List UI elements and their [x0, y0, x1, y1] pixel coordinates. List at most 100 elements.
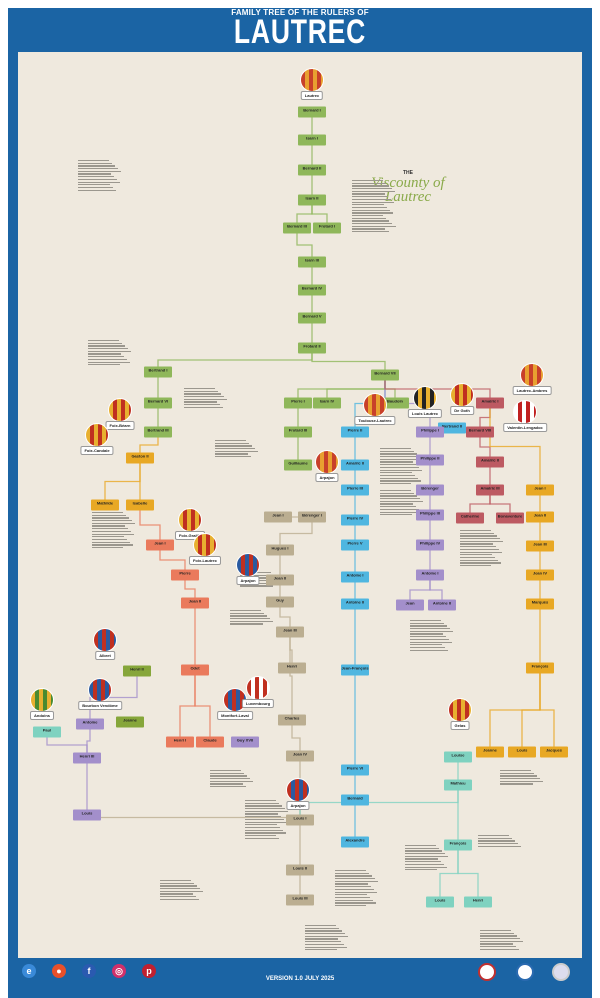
person-node[interactable]: Jean I	[526, 484, 554, 496]
person-node[interactable]: Amalric II	[476, 456, 504, 468]
person-node[interactable]: Jean I	[146, 539, 174, 551]
person-node[interactable]: Jacques	[540, 746, 568, 758]
person-node[interactable]: Jean	[396, 599, 424, 611]
person-node[interactable]: Alexandre	[341, 836, 369, 848]
text-line	[478, 840, 515, 842]
person-node[interactable]: François	[444, 839, 472, 851]
person-node[interactable]: Louis I	[286, 814, 314, 826]
person-node[interactable]: Frotard II	[298, 342, 326, 354]
person-node[interactable]: Antoine I	[341, 571, 369, 583]
person-node[interactable]: Bernard IV	[298, 284, 326, 296]
person-node[interactable]: Claude	[196, 736, 224, 748]
person-node[interactable]: Jean II	[181, 597, 209, 609]
person-node[interactable]: Isabelle	[126, 499, 154, 511]
person-node[interactable]: Pierre VI	[341, 764, 369, 776]
person-node[interactable]: Pierre V	[341, 539, 369, 551]
person-node[interactable]: Jean-François	[341, 664, 369, 676]
person-node[interactable]: Louis	[508, 746, 536, 758]
person-node[interactable]: Isarn III	[298, 256, 326, 268]
website-icon[interactable]: e	[22, 964, 36, 978]
reddit-icon[interactable]: ●	[52, 964, 66, 978]
person-node[interactable]: Baudoin	[381, 397, 409, 409]
person-node[interactable]: Louis	[426, 896, 454, 908]
person-node[interactable]: Henri	[464, 896, 492, 908]
person-node[interactable]: Frotard III	[284, 426, 312, 438]
person-node[interactable]: François	[526, 662, 554, 674]
person-node[interactable]: Louis	[73, 809, 101, 821]
person-node[interactable]: Henri II	[123, 665, 151, 677]
person-node[interactable]: Charles	[278, 714, 306, 726]
person-node[interactable]: Mathieu	[444, 779, 472, 791]
person-node[interactable]: Frotard I	[313, 222, 341, 234]
instagram-icon[interactable]: ◎	[112, 964, 126, 978]
person-node[interactable]: Jean II	[526, 511, 554, 523]
text-line	[160, 882, 194, 884]
person-node[interactable]: Isarn I	[298, 134, 326, 146]
person-node[interactable]: Pierre III	[341, 484, 369, 496]
person-node[interactable]: Louise	[444, 751, 472, 763]
person-node[interactable]: Jean III	[526, 540, 554, 552]
person-node[interactable]: Jean III	[276, 626, 304, 638]
person-node[interactable]: Isarn II	[298, 194, 326, 206]
person-node[interactable]: Bertrand II	[438, 422, 466, 434]
person-node[interactable]: Louis II	[286, 864, 314, 876]
person-node[interactable]: Pierre IV	[341, 514, 369, 526]
person-node[interactable]: Antoine I	[416, 569, 444, 581]
person-node[interactable]: Bernard I	[298, 106, 326, 118]
person-node[interactable]: Philippe IV	[416, 539, 444, 551]
person-node[interactable]: Guillaume	[284, 459, 312, 471]
person-node[interactable]: Pierre	[171, 569, 199, 581]
facebook-icon[interactable]: f	[82, 964, 96, 978]
person-node[interactable]: Isarn IV	[313, 397, 341, 409]
person-node[interactable]: Amalric III	[476, 484, 504, 496]
person-node[interactable]: Bonaventure	[496, 512, 524, 524]
person-node[interactable]: Jean IV	[286, 750, 314, 762]
person-node[interactable]: Marquès	[526, 598, 554, 610]
text-line	[240, 580, 281, 582]
text-line	[405, 869, 438, 871]
person-node[interactable]: Guy	[266, 596, 294, 608]
person-node[interactable]: Bernard II	[298, 164, 326, 176]
person-node[interactable]: Jean I	[264, 511, 292, 523]
person-node[interactable]: Jean IV	[526, 569, 554, 581]
person-node[interactable]: Bertrand III	[144, 426, 172, 438]
chart-badge-icon[interactable]	[516, 963, 534, 981]
person-node[interactable]: Amalric I	[476, 397, 504, 409]
person-node[interactable]: Philippe I	[416, 426, 444, 438]
person-node[interactable]: Bérenger	[416, 484, 444, 496]
person-node[interactable]: Bertrand I	[144, 366, 172, 378]
pinterest-icon[interactable]: p	[142, 964, 156, 978]
person-node[interactable]: Jean II	[266, 574, 294, 586]
person-node[interactable]: Bernard III	[283, 222, 311, 234]
person-node[interactable]: Catherine	[456, 512, 484, 524]
person-node[interactable]: Henri I	[166, 736, 194, 748]
text-line	[92, 525, 125, 527]
person-node[interactable]: Bernard VII	[371, 369, 399, 381]
globe-badge-icon[interactable]	[552, 963, 570, 981]
person-node[interactable]: Hugues I	[266, 544, 294, 556]
person-node[interactable]: Guy XVII	[231, 736, 259, 748]
person-node[interactable]: Jeanne	[116, 716, 144, 728]
person-node[interactable]: Bernard VI	[144, 397, 172, 409]
person-node[interactable]: Bérenger I	[298, 511, 326, 523]
person-node[interactable]: Henri	[278, 662, 306, 674]
person-node[interactable]: Bernard V	[298, 312, 326, 324]
person-node[interactable]: Amalric II	[341, 459, 369, 471]
person-node[interactable]: Bernard	[341, 794, 369, 806]
person-node[interactable]: Pierre I	[284, 397, 312, 409]
person-node[interactable]: Gaston II	[126, 452, 154, 464]
person-node[interactable]: Antoine	[76, 718, 104, 730]
person-node[interactable]: Odet	[181, 664, 209, 676]
person-node[interactable]: Antoine II	[428, 599, 456, 611]
person-node[interactable]: Louis III	[286, 894, 314, 906]
person-node[interactable]: Bernard VIII	[466, 426, 494, 438]
person-node[interactable]: Philippe III	[416, 509, 444, 521]
person-node[interactable]: Jeanne	[476, 746, 504, 758]
person-node[interactable]: Antoine II	[341, 598, 369, 610]
person-node[interactable]: Mathilde	[91, 499, 119, 511]
person-node[interactable]: Paul	[33, 726, 61, 738]
person-node[interactable]: Philippe II	[416, 454, 444, 466]
person-node[interactable]: Pierre II	[341, 426, 369, 438]
person-node[interactable]: Henri III	[73, 752, 101, 764]
napoleon-badge-icon[interactable]	[478, 963, 496, 981]
